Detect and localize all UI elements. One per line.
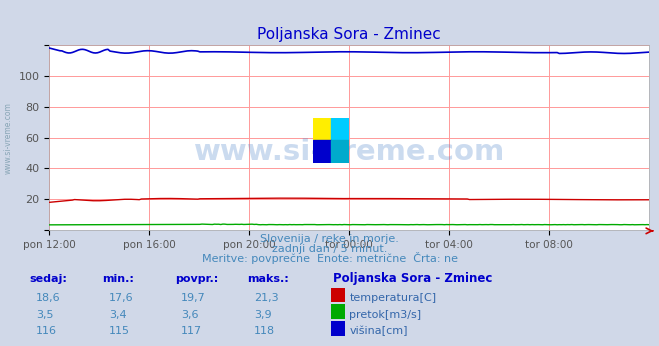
Text: 19,7: 19,7 [181, 293, 206, 303]
Text: sedaj:: sedaj: [30, 274, 67, 284]
Text: Poljanska Sora - Zminec: Poljanska Sora - Zminec [333, 272, 492, 285]
Text: Meritve: povprečne  Enote: metrične  Črta: ne: Meritve: povprečne Enote: metrične Črta:… [202, 252, 457, 264]
Bar [331, 118, 349, 140]
Text: 3,9: 3,9 [254, 310, 272, 320]
Text: 3,6: 3,6 [181, 310, 199, 320]
Text: pretok[m3/s]: pretok[m3/s] [349, 310, 421, 320]
Bar [313, 140, 331, 163]
Text: 18,6: 18,6 [36, 293, 61, 303]
Text: www.si-vreme.com: www.si-vreme.com [3, 102, 13, 174]
Text: Slovenija / reke in morje.: Slovenija / reke in morje. [260, 234, 399, 244]
Text: 3,4: 3,4 [109, 310, 127, 320]
Text: 116: 116 [36, 326, 57, 336]
Text: višina[cm]: višina[cm] [349, 326, 408, 336]
Bar [313, 118, 331, 140]
Text: 115: 115 [109, 326, 130, 336]
Text: zadnji dan / 5 minut.: zadnji dan / 5 minut. [272, 244, 387, 254]
Text: www.si-vreme.com: www.si-vreme.com [194, 138, 505, 166]
Text: min.:: min.: [102, 274, 134, 284]
Text: povpr.:: povpr.: [175, 274, 218, 284]
Text: maks.:: maks.: [247, 274, 289, 284]
Text: 17,6: 17,6 [109, 293, 133, 303]
Text: 3,5: 3,5 [36, 310, 54, 320]
Title: Poljanska Sora - Zminec: Poljanska Sora - Zminec [258, 27, 441, 43]
Text: 117: 117 [181, 326, 202, 336]
Text: 21,3: 21,3 [254, 293, 278, 303]
Text: temperatura[C]: temperatura[C] [349, 293, 436, 303]
Text: 118: 118 [254, 326, 275, 336]
Bar [331, 140, 349, 163]
